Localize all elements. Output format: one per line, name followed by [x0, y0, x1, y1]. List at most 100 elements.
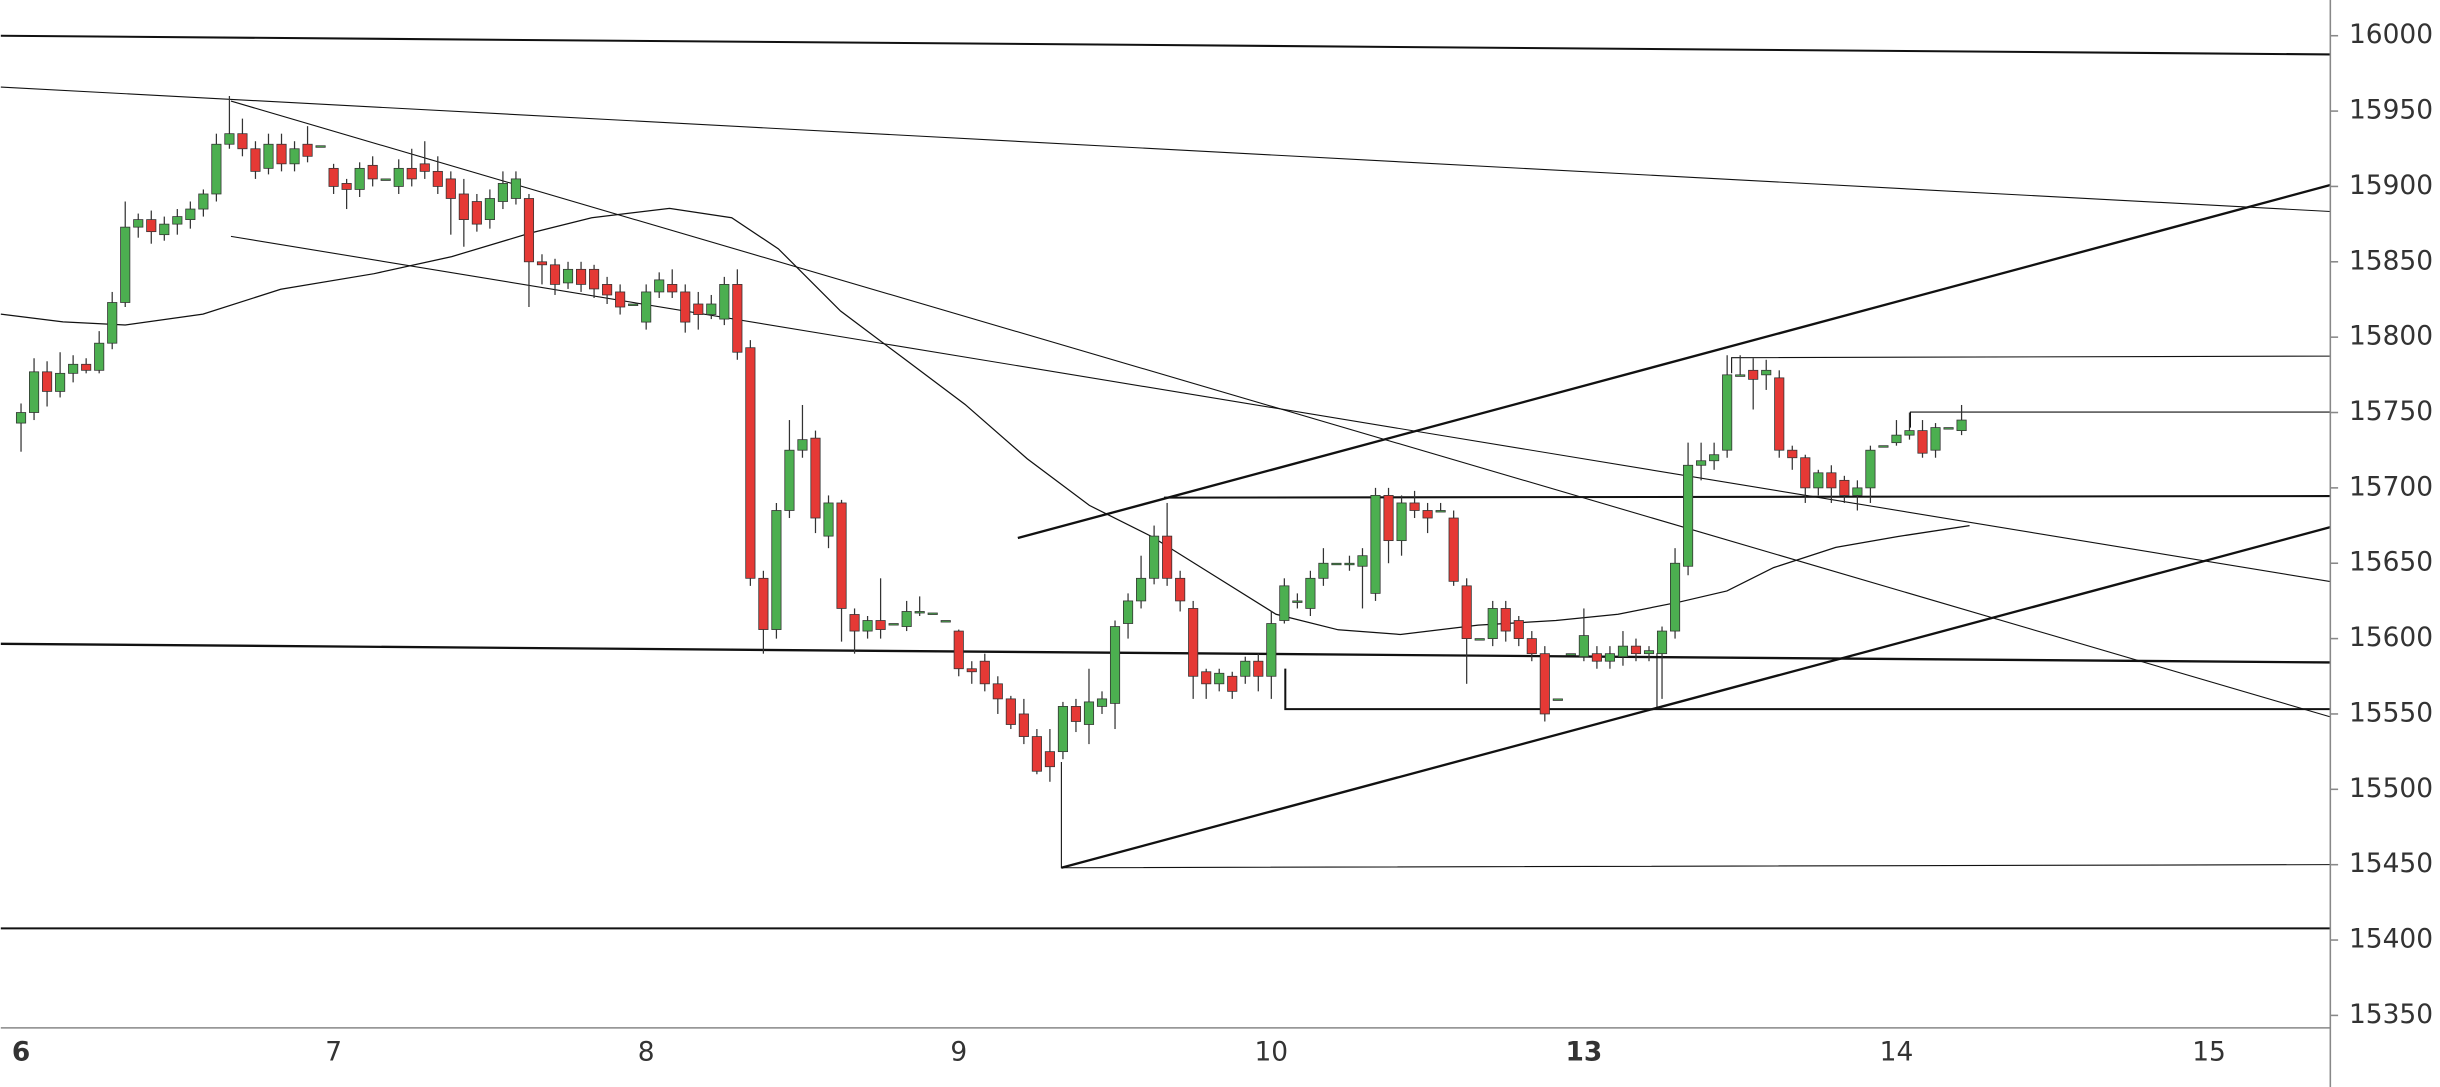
candle-body: [745, 347, 756, 579]
candle-body: [94, 342, 105, 371]
moving-average: [0, 207, 1970, 636]
candle-body: [901, 611, 912, 627]
trend-line: [0, 86, 2331, 213]
candle-body: [289, 148, 300, 165]
candle-body: [1670, 562, 1681, 632]
candle-body: [1031, 736, 1042, 772]
candle-body: [1930, 427, 1941, 451]
candle-body: [1422, 510, 1433, 519]
candle-body: [562, 268, 574, 284]
candle-body: [341, 183, 352, 190]
candle-body: [1487, 608, 1498, 639]
candle-body: [1683, 464, 1694, 567]
trend-line: [1060, 761, 2331, 869]
candle-body: [1696, 460, 1707, 466]
x-tick-label: 14: [1880, 1036, 1914, 1067]
candle-body: [1253, 660, 1264, 677]
candle-body: [1500, 608, 1511, 632]
candle-body: [1136, 577, 1147, 602]
candle-body: [849, 614, 860, 632]
candle-body: [1956, 419, 1967, 431]
candle-body: [1044, 751, 1055, 768]
candle-body: [1005, 698, 1016, 725]
x-tick-label: 15: [2192, 1036, 2226, 1067]
candle-body: [797, 439, 808, 451]
candle-body: [758, 577, 769, 630]
candle-body: [1735, 374, 1746, 377]
y-tick-label: 15500: [2349, 773, 2433, 804]
candle-body: [706, 303, 717, 315]
y-tick-label: 15650: [2349, 547, 2433, 578]
candle-body: [15, 412, 27, 424]
trend-line: [0, 34, 2331, 56]
candle-body: [953, 630, 964, 670]
x-tick-label: 13: [1565, 1036, 1602, 1067]
candle-body: [1748, 369, 1759, 380]
candle-body: [1643, 650, 1655, 655]
candle-body: [1279, 585, 1290, 621]
candle-body: [1370, 495, 1381, 594]
x-tick-label: 8: [638, 1036, 655, 1067]
candle-body: [1891, 434, 1902, 444]
trend-line: [1061, 526, 2331, 869]
candle-body: [484, 198, 495, 220]
candle-body: [1396, 502, 1407, 542]
candle-body: [367, 164, 378, 180]
y-tick-label: 15600: [2349, 622, 2433, 653]
candle-body: [732, 284, 743, 353]
candle-body: [862, 620, 873, 632]
candle-body: [1565, 653, 1576, 656]
candle-body: [1318, 562, 1329, 579]
candle-body: [198, 193, 209, 210]
candle-body: [1448, 517, 1459, 582]
candle-body: [250, 148, 261, 172]
trend-line: [1284, 668, 2331, 711]
x-tick-label: 9: [950, 1036, 967, 1067]
candle-body: [1878, 445, 1889, 448]
trend-line: [1731, 355, 2331, 374]
trend-line: [1017, 183, 2331, 540]
x-tick-label: 10: [1255, 1036, 1289, 1067]
candle-body: [1123, 600, 1134, 624]
candle-body: [1617, 645, 1629, 658]
candle-body: [888, 623, 899, 626]
candle-body: [1656, 630, 1668, 655]
candle-body: [1383, 495, 1394, 542]
candle-body: [237, 133, 248, 150]
candle-body: [1227, 675, 1238, 692]
candle-body: [1722, 374, 1733, 451]
candle-body: [1305, 577, 1316, 609]
candle-body: [1331, 562, 1342, 566]
candle-body: [1188, 608, 1199, 677]
y-tick-label: 15550: [2349, 697, 2433, 728]
candle-body: [1604, 653, 1615, 662]
candle-body: [1839, 479, 1850, 496]
y-tick-label: 15400: [2349, 924, 2433, 955]
candle-body: [1162, 535, 1173, 579]
candle-body: [1240, 660, 1251, 677]
candle-body: [1057, 706, 1068, 753]
candle-body: [185, 208, 196, 220]
candle-body: [1852, 487, 1863, 496]
candle-body: [1709, 454, 1720, 462]
candle-body: [1083, 701, 1095, 725]
candle-body: [536, 261, 548, 266]
candle-body: [966, 668, 977, 673]
candle-body: [1214, 672, 1225, 685]
candle-body: [1175, 577, 1186, 602]
candle-body: [523, 198, 535, 263]
drawings: [0, 34, 2331, 930]
candle-body: [1526, 638, 1537, 655]
trend-line: [1164, 495, 2331, 499]
candle-body: [875, 620, 886, 630]
candle-body: [120, 226, 131, 303]
candle-body: [419, 163, 430, 172]
candle-body: [263, 143, 274, 169]
candle-body: [1630, 645, 1642, 655]
y-tick-label: 15950: [2349, 95, 2433, 126]
candle-body: [1552, 698, 1563, 701]
candle-body: [458, 193, 469, 220]
candle-body: [589, 268, 600, 290]
candle-body: [615, 291, 626, 308]
candle-body: [784, 449, 795, 511]
